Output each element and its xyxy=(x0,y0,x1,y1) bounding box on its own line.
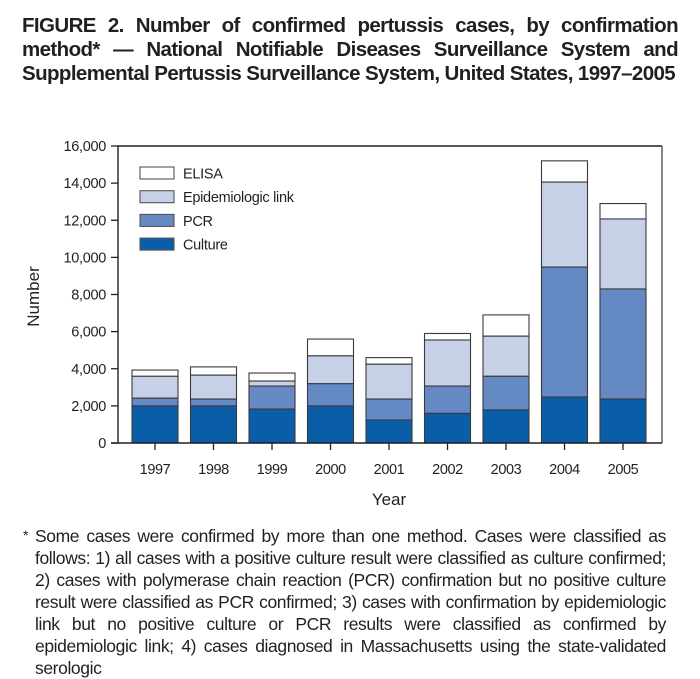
y-axis-label: Number xyxy=(24,266,43,327)
bar-stack-2004 xyxy=(540,160,589,444)
bar-elisa-1999 xyxy=(248,372,296,382)
bar-elisa-2002 xyxy=(423,332,472,341)
bar-elisa-1998 xyxy=(189,366,238,376)
bar-culture-2004 xyxy=(540,396,589,444)
figure-title: FIGURE 2. Number of confirmed pertussis … xyxy=(22,14,679,85)
bar-pcr-2000 xyxy=(306,383,355,407)
bar-stack-1999 xyxy=(248,372,296,444)
y-tick-label: 0 xyxy=(98,436,106,452)
x-tick-label: 1998 xyxy=(198,462,229,478)
bar-stack-1997 xyxy=(131,369,179,444)
x-tick-label: 2000 xyxy=(315,462,346,478)
legend-item-pcr: PCR xyxy=(139,213,213,230)
y-tick-label: 10,000 xyxy=(63,250,106,266)
y-tick-label: 12,000 xyxy=(63,213,106,229)
footnote: * Some cases were confirmed by more than… xyxy=(23,525,666,679)
bar-elisa-1997 xyxy=(131,369,179,377)
stacked-bar-chart: 0 2,000 4,000 6,000 8,000 10,000 12,000 14,000 1… xyxy=(24,139,663,509)
x-axis-label: Year xyxy=(372,490,407,509)
bar-epidemiologic-link-2003 xyxy=(482,335,530,377)
x-tick-label: 2003 xyxy=(491,462,522,478)
bar-culture-2000 xyxy=(306,405,355,444)
bar-culture-1998 xyxy=(189,405,238,444)
legend-label-pcr: PCR xyxy=(183,214,213,230)
bar-stack-2003 xyxy=(482,314,530,444)
bar-culture-2001 xyxy=(365,419,413,444)
bar-pcr-2003 xyxy=(482,375,530,411)
bar-stack-2005 xyxy=(599,202,647,444)
bar-epidemiologic-link-2001 xyxy=(365,363,413,400)
bar-elisa-2003 xyxy=(482,314,530,337)
bar-elisa-2004 xyxy=(540,160,589,183)
bar-stack-2001 xyxy=(365,357,413,444)
bar-epidemiologic-link-2005 xyxy=(599,218,647,290)
y-tick-label: 16,000 xyxy=(63,139,106,155)
legend-label-epidemiologic-link: Epidemiologic link xyxy=(183,190,295,206)
x-tick-label: 2004 xyxy=(549,462,580,478)
legend-swatch-elisa xyxy=(139,166,175,180)
y-tick-label: 6,000 xyxy=(71,325,106,341)
y-tick-label: 2,000 xyxy=(71,399,106,415)
legend-swatch-pcr xyxy=(139,213,175,227)
bar-culture-1997 xyxy=(131,405,179,444)
y-axis: 0 2,000 4,000 6,000 8,000 10,000 12,000 14,000 1… xyxy=(63,139,118,452)
bar-pcr-2005 xyxy=(599,288,647,400)
legend-label-elisa: ELISA xyxy=(183,167,223,183)
bar-elisa-2001 xyxy=(365,357,413,365)
legend-label-culture: Culture xyxy=(183,238,228,254)
y-tick-label: 14,000 xyxy=(63,176,106,192)
bar-pcr-2002 xyxy=(423,385,472,414)
bar-culture-2005 xyxy=(599,398,647,444)
y-tick-label: 4,000 xyxy=(71,362,106,378)
bar-epidemiologic-link-2000 xyxy=(306,355,355,385)
bar-culture-2002 xyxy=(423,412,472,444)
legend-item-epidemiologic-link: Epidemiologic link xyxy=(139,190,295,206)
bar-epidemiologic-link-1999 xyxy=(248,380,296,387)
bar-pcr-1998 xyxy=(189,398,238,407)
bar-pcr-2001 xyxy=(365,398,413,421)
bar-culture-1999 xyxy=(248,408,296,444)
bar-epidemiologic-link-1998 xyxy=(189,374,238,400)
x-tick-label: 2005 xyxy=(608,462,639,478)
bar-epidemiologic-link-2002 xyxy=(423,339,472,387)
bar-elisa-2000 xyxy=(306,338,355,357)
x-tick-label: 1999 xyxy=(257,462,288,478)
bars xyxy=(131,160,647,444)
y-tick-label: 8,000 xyxy=(71,288,106,304)
bar-epidemiologic-link-1997 xyxy=(131,375,179,399)
legend: ELISA Epidemiologic link PCR Culture xyxy=(139,166,295,254)
bar-elisa-2005 xyxy=(599,202,647,220)
legend-item-culture: Culture xyxy=(139,237,228,254)
bar-pcr-1997 xyxy=(131,397,179,407)
bar-stack-2002 xyxy=(423,332,472,444)
x-axis: 1997 1998 1999 2000 2001 2002 2003 2004 2005 xyxy=(140,443,639,478)
legend-item-elisa: ELISA xyxy=(139,166,224,183)
bar-culture-2003 xyxy=(482,409,530,444)
bar-pcr-2004 xyxy=(540,266,589,398)
x-tick-label: 2001 xyxy=(374,462,405,478)
bar-stack-1998 xyxy=(189,366,238,444)
bar-pcr-1999 xyxy=(248,385,296,410)
footnote-marker: * xyxy=(23,527,29,543)
x-tick-label: 1997 xyxy=(140,462,171,478)
bar-stack-2000 xyxy=(306,338,355,444)
legend-swatch-culture xyxy=(139,237,175,251)
footnote-text: Some cases were confirmed by more than o… xyxy=(35,526,666,678)
legend-swatch-epidemiologic-link xyxy=(139,190,175,204)
x-tick-label: 2002 xyxy=(432,462,463,478)
bar-epidemiologic-link-2004 xyxy=(540,181,589,268)
